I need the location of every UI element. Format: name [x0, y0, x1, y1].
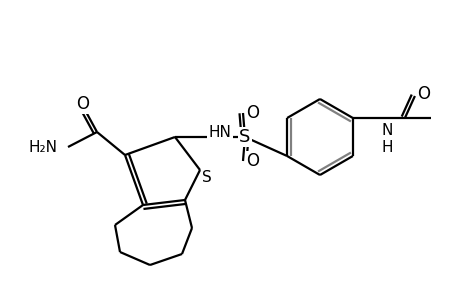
Text: HN: HN — [208, 124, 231, 140]
Text: O: O — [76, 95, 90, 113]
Text: O: O — [246, 152, 259, 170]
Text: O: O — [246, 104, 259, 122]
Text: O: O — [416, 85, 430, 103]
Text: N
H: N H — [381, 123, 392, 155]
Text: S: S — [202, 170, 212, 185]
Text: S: S — [239, 128, 250, 146]
Text: H₂N: H₂N — [29, 140, 58, 154]
